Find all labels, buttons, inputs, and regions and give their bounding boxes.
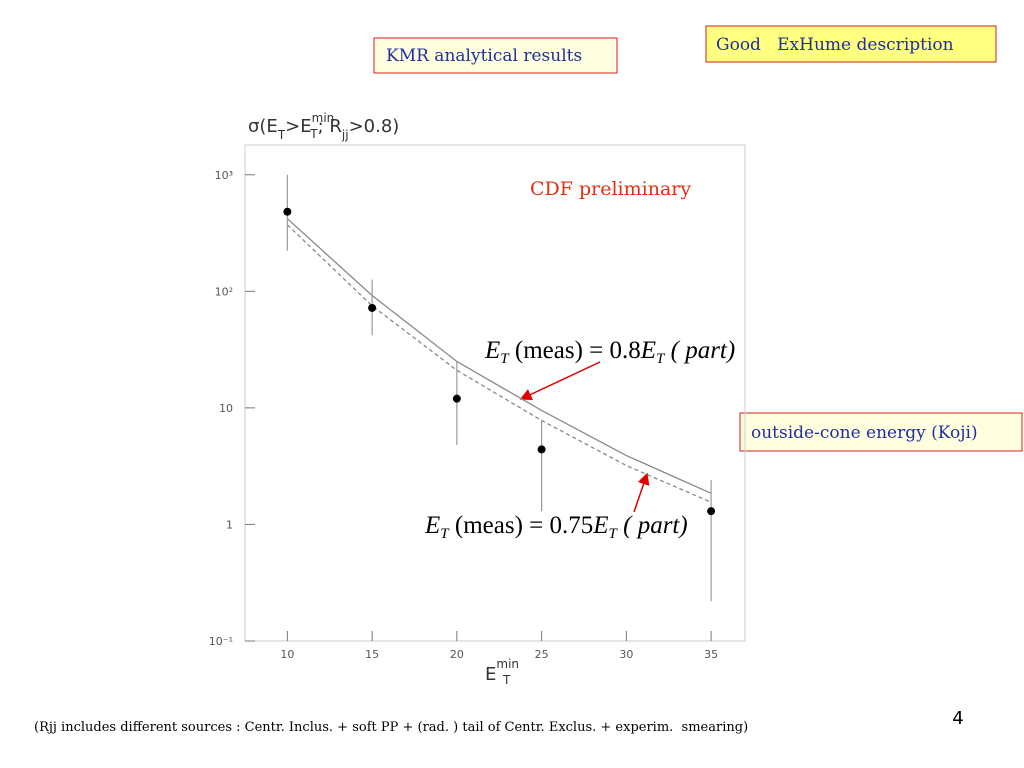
x-tick-label: 30 [619, 648, 633, 661]
data-point [452, 394, 461, 403]
x-tick-label: 20 [450, 648, 464, 661]
x-tick-label: 10 [280, 648, 294, 661]
x-tick-label: 15 [365, 648, 379, 661]
annotation-dashed: ET (meas) = 0.75ET ( part) [424, 512, 688, 542]
kmr-box [373, 37, 618, 74]
x-tick-label: 35 [704, 648, 718, 661]
y-axis-label: σ(ET>Emin T; Rjj>0.8) [248, 111, 399, 142]
koji-box [739, 412, 1023, 452]
y-tick-label: 10⁻¹ [209, 635, 233, 648]
y-tick-label: 10² [215, 285, 233, 298]
exhume-box [705, 25, 997, 63]
page-number: 4 [952, 708, 963, 729]
arrow [519, 361, 601, 400]
arrow [633, 472, 650, 513]
x-axis-label: Emin T [485, 657, 519, 687]
watermark: CDF preliminary [530, 178, 691, 200]
model-curve [286, 218, 712, 494]
y-tick-label: 10³ [215, 169, 233, 182]
exhume-label: Good ExHume description [716, 35, 954, 55]
data-point [707, 507, 716, 516]
y-tick-label: 1 [226, 518, 233, 531]
plot-frame [244, 144, 746, 642]
data-point [368, 303, 377, 312]
y-tick-label: 10 [219, 402, 233, 415]
data-point [537, 445, 546, 454]
annotation-solid: ET (meas) = 0.8ET ( part) [484, 337, 735, 367]
koji-label: outside-cone energy (Koji) [751, 423, 978, 443]
kmr-label: KMR analytical results [386, 46, 582, 66]
x-tick-label: 25 [535, 648, 549, 661]
data-point [283, 207, 292, 216]
footnote: (Rjj includes different sources : Centr.… [34, 720, 748, 735]
